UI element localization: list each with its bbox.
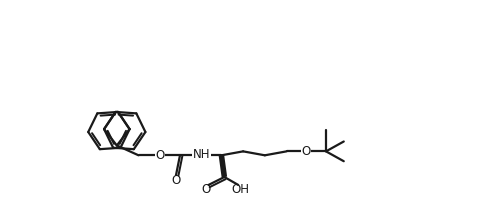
- Text: O: O: [156, 149, 165, 162]
- Text: O: O: [201, 183, 210, 196]
- Text: O: O: [171, 175, 180, 187]
- Text: OH: OH: [231, 183, 249, 196]
- Text: O: O: [301, 145, 311, 158]
- Text: NH: NH: [193, 148, 211, 161]
